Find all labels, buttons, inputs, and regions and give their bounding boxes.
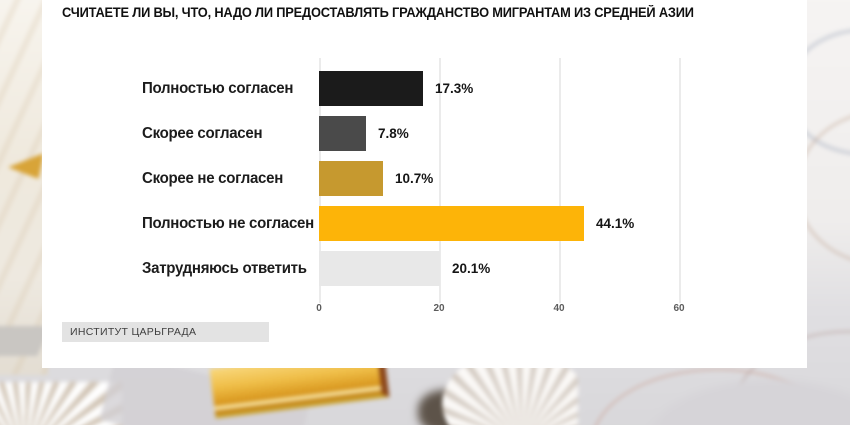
- source-badge-label: ИНСТИТУТ ЦАРЬГРАДА: [70, 326, 197, 338]
- value-label: 44.1%: [596, 216, 635, 231]
- category-label: Полностью не согласен: [142, 215, 314, 232]
- bar-4: [319, 206, 584, 241]
- background-shell-fan-center: [442, 358, 578, 425]
- value-label: 10.7%: [395, 171, 434, 186]
- category-label: Скорее согласен: [142, 125, 263, 142]
- value-label: 7.8%: [378, 126, 409, 141]
- bar-3: [319, 161, 383, 196]
- x-axis-tick-label: 40: [553, 303, 565, 314]
- background-left-blur: [0, 0, 48, 375]
- x-axis-tick-label: 0: [316, 303, 322, 314]
- category-label: Скорее не согласен: [142, 170, 283, 187]
- gridline: [679, 58, 681, 303]
- chart-title: СЧИТАЕТЕ ЛИ ВЫ, ЧТО, НАДО ЛИ ПРЕДОСТАВЛЯ…: [62, 5, 694, 20]
- gridline: [559, 58, 561, 303]
- x-axis-tick-label: 20: [433, 303, 445, 314]
- bar-chart: 0 20 40 60 Полностью согласен 17.3% Скорее сог…: [42, 0, 807, 368]
- chart-card: СЧИТАЕТЕ ЛИ ВЫ, ЧТО, НАДО ЛИ ПРЕДОСТАВЛЯ…: [42, 0, 807, 368]
- source-badge: ИНСТИТУТ ЦАРЬГРАДА: [62, 322, 269, 342]
- value-label: 20.1%: [452, 261, 491, 276]
- bar-1: [319, 71, 423, 106]
- value-label: 17.3%: [435, 81, 474, 96]
- gridline: [439, 58, 441, 303]
- x-axis-tick-label: 60: [673, 303, 685, 314]
- bar-5: [319, 251, 440, 286]
- category-label: Затрудняюсь ответить: [142, 260, 307, 277]
- bar-2: [319, 116, 366, 151]
- category-label: Полностью согласен: [142, 80, 294, 97]
